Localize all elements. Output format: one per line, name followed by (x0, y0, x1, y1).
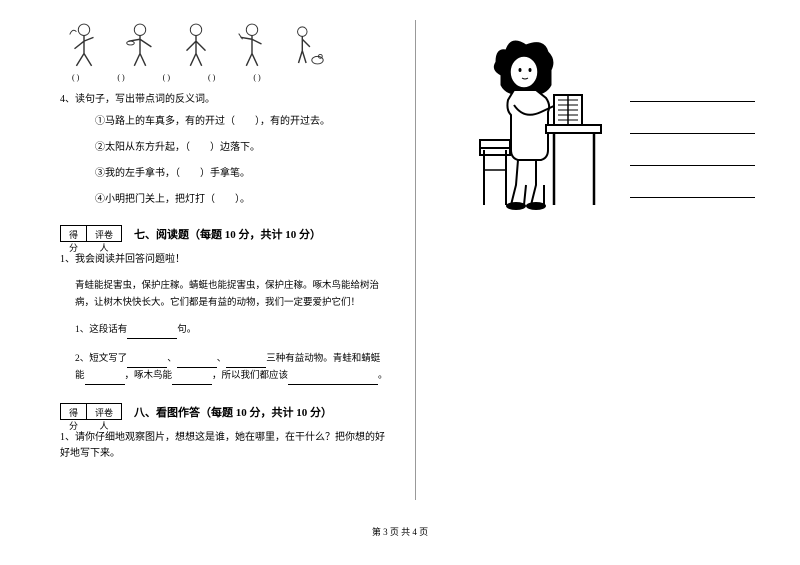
section-7-header: 得分 评卷人 七、阅读题（每题 10 分，共计 10 分） (60, 225, 390, 242)
sub-question-2: 2、短文写了、、三种有益动物。青蛙和蜻蜓能，啄木鸟能，所以我们都应该。 (75, 351, 390, 385)
writing-line[interactable] (630, 134, 755, 166)
sub2-mid1: 、 (167, 354, 177, 364)
figure-label: ( ) (208, 73, 215, 82)
figure-labels-row: ( ) ( ) ( ) ( ) ( ) (60, 73, 390, 82)
question-figures (60, 20, 390, 68)
figure-label: ( ) (163, 73, 170, 82)
figure-label: ( ) (117, 73, 124, 82)
page-footer: 第 3 页 共 4 页 (0, 520, 800, 538)
girl-reading-illustration (436, 20, 636, 215)
score-label: 得分 (61, 404, 87, 419)
reading-passage: 青蛙能捉害虫，保护庄稼。蜻蜓也能捉害虫，保护庄稼。啄木鸟能给树治病，让树木快快长… (75, 278, 390, 312)
section8-q1: 1、请你仔细地观察图片，想想这是谁，她在哪里，在干什么？把你想的好好地写下来。 (60, 430, 390, 462)
section-7-title: 七、阅读题（每题 10 分，共计 10 分） (134, 226, 321, 242)
writing-line[interactable] (630, 166, 755, 198)
answer-blank[interactable] (177, 356, 217, 368)
figure-4 (233, 20, 271, 68)
figure-label: ( ) (253, 73, 260, 82)
figure-3 (177, 20, 215, 68)
grader-label: 评卷人 (87, 404, 121, 419)
answer-blank[interactable] (226, 356, 266, 368)
sub1-prefix: 1、这段话有 (75, 325, 127, 335)
score-box: 得分 评卷人 (60, 403, 122, 420)
score-box: 得分 评卷人 (60, 225, 122, 242)
writing-line[interactable] (630, 70, 755, 102)
section7-q1: 1、我会阅读并回答问题啦！ (60, 252, 390, 268)
writing-line[interactable] (630, 102, 755, 134)
q4-item-3: ③我的左手拿书，（ ）手拿笔。 (95, 167, 390, 181)
answer-blank[interactable] (127, 327, 177, 339)
score-label: 得分 (61, 226, 87, 241)
q4-item-4: ④小明把门关上，把灯打（ ）。 (95, 193, 390, 207)
grader-label: 评卷人 (87, 226, 121, 241)
writing-lines-area (630, 70, 755, 198)
figure-label: ( ) (72, 73, 79, 82)
figure-5 (289, 20, 327, 68)
sub-question-1: 1、这段话有 句。 (75, 322, 390, 339)
sub2-mid4: ，啄木鸟能 (125, 371, 173, 381)
q4-item-1: ①马路上的车真多，有的开过（ ），有的开过去。 (95, 115, 390, 129)
sub2-mid2: 、 (217, 354, 227, 364)
sub1-suffix: 句。 (177, 325, 196, 335)
answer-blank[interactable] (127, 356, 167, 368)
section-8-header: 得分 评卷人 八、看图作答（每题 10 分，共计 10 分） (60, 403, 390, 420)
answer-blank[interactable] (288, 373, 378, 385)
answer-blank[interactable] (85, 373, 125, 385)
figure-2 (121, 20, 159, 68)
section-8-title: 八、看图作答（每题 10 分，共计 10 分） (134, 404, 332, 420)
q4-title: 4、读句子，写出带点词的反义词。 (60, 90, 390, 105)
sub2-mid5: ，所以我们都应该 (212, 371, 288, 381)
answer-blank[interactable] (172, 373, 212, 385)
q4-item-2: ②太阳从东方升起，（ ）边落下。 (95, 141, 390, 155)
figure-1 (65, 20, 103, 68)
sub2-suffix: 。 (378, 371, 388, 381)
sub2-prefix: 2、短文写了 (75, 354, 127, 364)
